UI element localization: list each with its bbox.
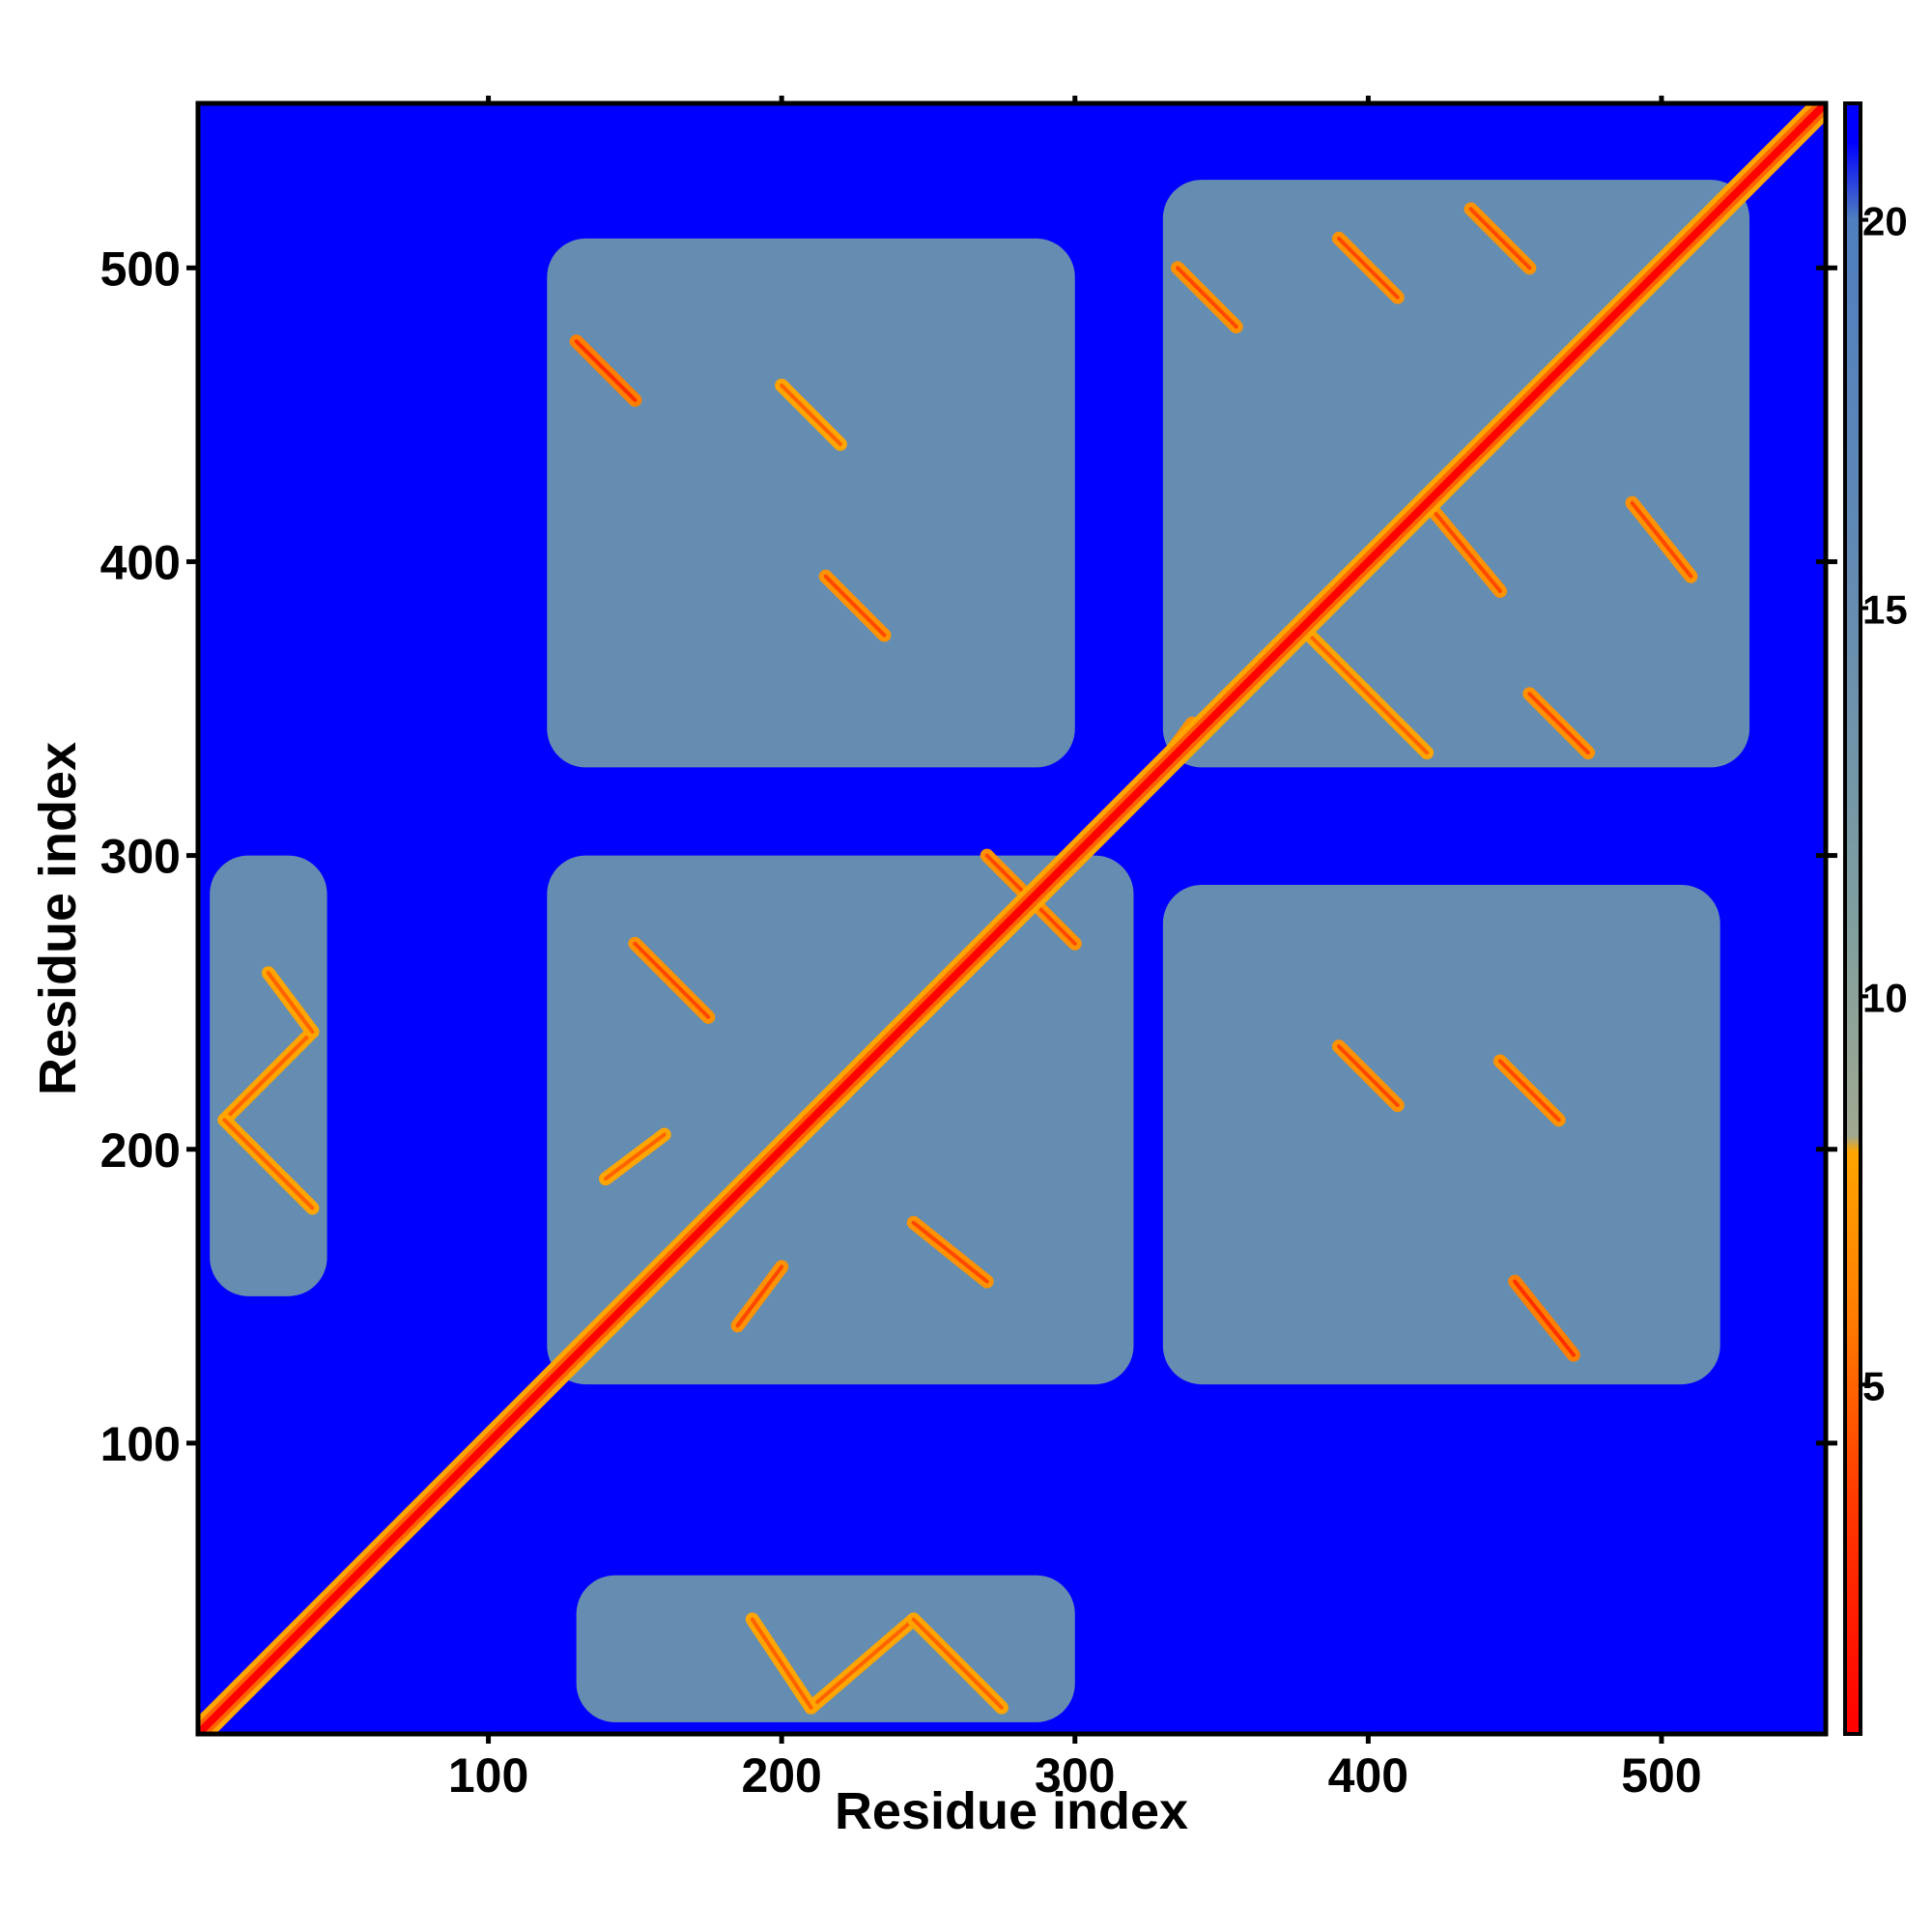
colorbar-tick-label: 20 bbox=[1862, 199, 1908, 244]
x-tick-label: 300 bbox=[1035, 1748, 1115, 1803]
contact-streak-core bbox=[911, 1617, 1004, 1710]
y-tick-label: 300 bbox=[100, 830, 181, 884]
colorbar-tick-label: 5 bbox=[1862, 1363, 1885, 1408]
contact-streak-core bbox=[750, 1617, 813, 1710]
contact-streak-core bbox=[780, 383, 842, 446]
y-tick-label: 400 bbox=[100, 535, 181, 589]
x-tick-label: 100 bbox=[448, 1748, 528, 1803]
colorbar-ticks: 5 10 15 20 bbox=[1861, 199, 1908, 1408]
contact-streak-core bbox=[1337, 1044, 1400, 1108]
x-tick-label: 400 bbox=[1328, 1748, 1408, 1803]
contact-region bbox=[547, 238, 1075, 768]
contact-streak-core bbox=[1498, 1059, 1561, 1122]
top-axis-ticks bbox=[486, 96, 1664, 103]
colorbar-tick-label: 10 bbox=[1862, 975, 1908, 1020]
contact-streak-core bbox=[809, 1617, 916, 1710]
contact-streak-core bbox=[1527, 692, 1591, 755]
contact-streak-core bbox=[266, 971, 315, 1035]
colorbar-tick-label: 15 bbox=[1862, 586, 1908, 632]
diagonal-band bbox=[198, 103, 1826, 1734]
contact-streak-core bbox=[1630, 500, 1693, 579]
contact-streak-core bbox=[1425, 500, 1502, 593]
contact-streak-core bbox=[1468, 207, 1532, 270]
colorbar-gradient bbox=[1845, 103, 1861, 1734]
x-axis-title: Residue index bbox=[835, 1782, 1188, 1840]
contact-region bbox=[576, 1575, 1075, 1722]
contact-streak-core bbox=[604, 1132, 667, 1181]
y-tick-label: 500 bbox=[100, 242, 181, 296]
y-tick-label: 200 bbox=[100, 1123, 181, 1178]
contact-streak-core bbox=[1307, 633, 1430, 755]
contact-streak-core bbox=[735, 1264, 784, 1328]
x-axis: 100 200 300 400 500 bbox=[448, 1734, 1702, 1803]
x-tick-label: 200 bbox=[741, 1748, 821, 1803]
y-axis: 100 200 300 400 500 bbox=[100, 242, 1837, 1471]
colorbar-frame bbox=[1843, 101, 1862, 1736]
x-tick-label: 500 bbox=[1621, 1748, 1701, 1803]
contact-streak-core bbox=[1176, 266, 1238, 329]
contact-streak-core bbox=[222, 1118, 315, 1210]
diagonal-layer bbox=[198, 103, 1826, 1734]
contact-streak-core bbox=[823, 574, 887, 638]
contact-streak-core bbox=[574, 339, 638, 403]
contact-streak-core bbox=[1337, 236, 1400, 299]
contact-streak-core bbox=[1513, 1279, 1576, 1357]
contact-streak-core bbox=[911, 1220, 989, 1284]
contact-streak-core bbox=[633, 941, 711, 1019]
heatmap-plot-area bbox=[195, 100, 1829, 1737]
plot-frame bbox=[195, 100, 1829, 1737]
colorbar: 5 10 15 20 bbox=[1843, 101, 1908, 1736]
contact-streak-core bbox=[222, 1030, 315, 1122]
contact-region bbox=[1162, 885, 1720, 1385]
y-tick-label: 100 bbox=[100, 1417, 181, 1471]
y-axis-title: Residue index bbox=[29, 742, 87, 1095]
